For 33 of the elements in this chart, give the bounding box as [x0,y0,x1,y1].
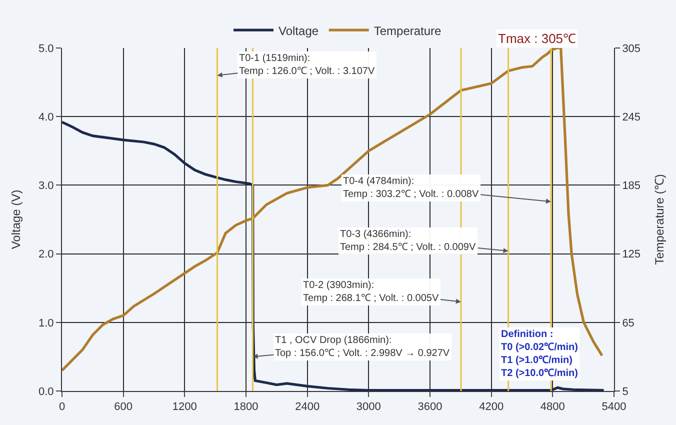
x-tick-label: 4800 [540,401,565,414]
annotation: T0-2 (3903min): Temp : 268.1℃ ; Volt. : 0.005V [303,280,439,304]
y2-tick-label: 65 [622,317,634,330]
y2-tick-label: 185 [622,180,641,192]
y-tick-label: 4.0 [38,111,54,124]
annotation: Definition : T0 (>0.02℃/min) T1 (>1.0℃/min) T2 (>10.0℃/min) [501,329,578,379]
annotation: T0-3 (4366min): Temp : 284.5℃ ; Volt. : 0.009V [340,229,476,253]
y2-tick-label: 5 [622,386,628,398]
y2-tick-label: 125 [622,248,641,261]
x-tick-label: 3600 [418,401,442,414]
legend-label: Voltage [278,24,319,38]
x-tick-label: 3000 [356,401,381,414]
x-tick-label: 1800 [234,401,258,414]
y2-tick-label: 245 [622,111,641,124]
x-tick-label: 600 [114,401,133,414]
x-tick-label: 5400 [602,401,626,414]
text: Tmax : 305℃ [498,31,576,46]
y2-axis-title: Temperature (℃) [652,174,666,265]
x-tick-label: 0 [58,401,66,414]
annotation: T0-1 (1519min): Temp : 126.0℃ ; Volt. : 3.107V [239,53,375,77]
y-tick-label: 5.0 [38,42,54,55]
y2-tick-label: 305 [622,42,641,55]
y-tick-label: 2.0 [38,248,54,261]
annotation: T1 , OCV Drop (1866min): Top : 156.0℃ ; Volt. : 2.998V → 0.927V [275,335,450,359]
x-tick-label: 1200 [172,401,197,414]
y-axis-title: Voltage (V) [8,190,23,250]
legend-label: Temperature [374,24,442,38]
annotation: T0-4 (4784min): Temp : 303.2℃ ; Volt. : 0.008V [343,176,479,200]
y-tick-label: 0.0 [38,386,54,398]
x-tick-label: 2400 [295,401,320,414]
y-tick-label: 1.0 [38,317,54,330]
y-tick-label: 3.0 [38,180,54,192]
x-tick-label: 4200 [479,401,504,414]
